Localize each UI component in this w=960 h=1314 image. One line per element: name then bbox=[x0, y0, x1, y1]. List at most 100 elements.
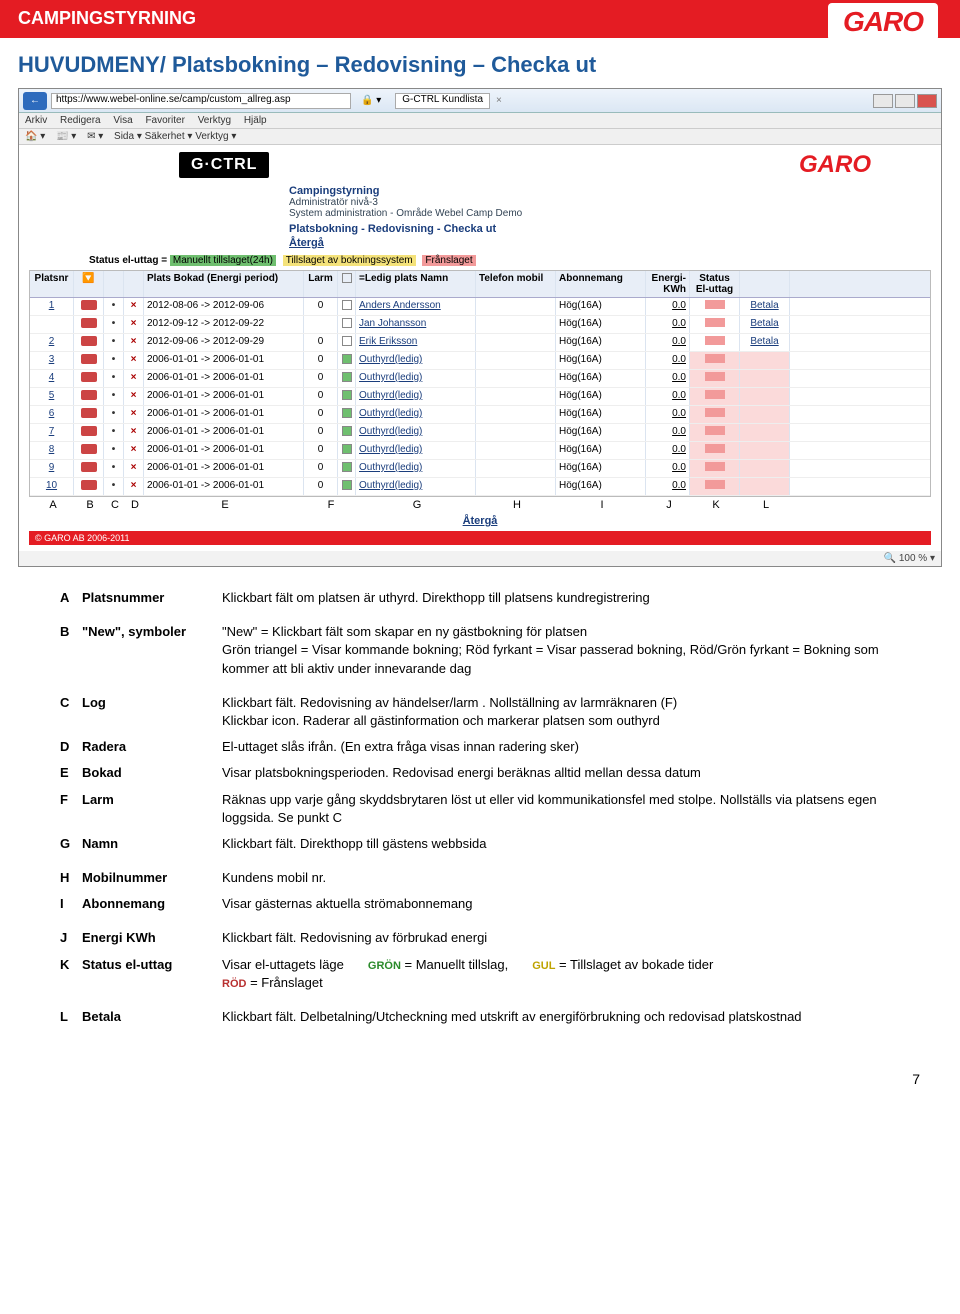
cell-larm[interactable]: 0 bbox=[304, 334, 338, 351]
cell-larm[interactable]: 0 bbox=[304, 424, 338, 441]
cell-kwh[interactable]: 0.0 bbox=[646, 442, 690, 459]
toolbar-text[interactable]: Sida ▾ Säkerhet ▾ Verktyg ▾ bbox=[114, 131, 236, 142]
cell-del[interactable]: × bbox=[124, 316, 144, 333]
cell-del[interactable]: × bbox=[124, 478, 144, 495]
cell-new[interactable] bbox=[74, 442, 104, 459]
feeds-icon[interactable]: 📰 ▾ bbox=[56, 131, 76, 142]
cell-plats[interactable]: 2 bbox=[30, 334, 74, 351]
cell-plats[interactable]: 7 bbox=[30, 424, 74, 441]
menu-hjalp[interactable]: Hjälp bbox=[244, 115, 267, 126]
col-new[interactable]: 🔽 bbox=[74, 271, 104, 297]
cell-new[interactable] bbox=[74, 406, 104, 423]
cell-log[interactable]: • bbox=[104, 334, 124, 351]
cell-plats[interactable]: 3 bbox=[30, 352, 74, 369]
cell-new[interactable] bbox=[74, 388, 104, 405]
cell-larm[interactable] bbox=[304, 316, 338, 333]
col-larm[interactable]: Larm bbox=[304, 271, 338, 297]
cell-namn[interactable]: Outhyrd(ledig) bbox=[356, 424, 476, 441]
mail-icon[interactable]: ✉ ▾ bbox=[87, 131, 103, 142]
cell-del[interactable]: × bbox=[124, 388, 144, 405]
cell-namn[interactable]: Outhyrd(ledig) bbox=[356, 478, 476, 495]
cell-log[interactable]: • bbox=[104, 298, 124, 315]
cell-larm[interactable]: 0 bbox=[304, 388, 338, 405]
cell-namn[interactable]: Outhyrd(ledig) bbox=[356, 388, 476, 405]
back-link[interactable]: Återgå bbox=[289, 237, 931, 249]
back-link-bottom[interactable]: Återgå bbox=[29, 511, 931, 531]
menu-redigera[interactable]: Redigera bbox=[60, 115, 101, 126]
cell-larm[interactable]: 0 bbox=[304, 478, 338, 495]
cell-plats[interactable]: 4 bbox=[30, 370, 74, 387]
cell-larm[interactable]: 0 bbox=[304, 406, 338, 423]
cell-plats[interactable]: 6 bbox=[30, 406, 74, 423]
menu-favoriter[interactable]: Favoriter bbox=[145, 115, 184, 126]
cell-namn[interactable]: Jan Johansson bbox=[356, 316, 476, 333]
cell-larm[interactable]: 0 bbox=[304, 352, 338, 369]
cell-new[interactable] bbox=[74, 478, 104, 495]
cell-kwh[interactable]: 0.0 bbox=[646, 424, 690, 441]
cell-kwh[interactable]: 0.0 bbox=[646, 388, 690, 405]
cell-new[interactable] bbox=[74, 352, 104, 369]
cell-del[interactable]: × bbox=[124, 334, 144, 351]
cell-del[interactable]: × bbox=[124, 442, 144, 459]
cell-namn[interactable]: Erik Eriksson bbox=[356, 334, 476, 351]
cell-log[interactable]: • bbox=[104, 460, 124, 477]
cell-kwh[interactable]: 0.0 bbox=[646, 298, 690, 315]
cell-plats[interactable]: 1 bbox=[30, 298, 74, 315]
minimize-button[interactable] bbox=[873, 94, 893, 108]
menu-visa[interactable]: Visa bbox=[113, 115, 132, 126]
cell-larm[interactable]: 0 bbox=[304, 460, 338, 477]
tab-close-icon[interactable]: × bbox=[490, 95, 508, 106]
cell-new[interactable] bbox=[74, 460, 104, 477]
cell-del[interactable]: × bbox=[124, 352, 144, 369]
cell-log[interactable]: • bbox=[104, 478, 124, 495]
cell-namn[interactable]: Outhyrd(ledig) bbox=[356, 442, 476, 459]
cell-log[interactable]: • bbox=[104, 316, 124, 333]
cell-kwh[interactable]: 0.0 bbox=[646, 316, 690, 333]
cell-larm[interactable]: 0 bbox=[304, 442, 338, 459]
back-button[interactable]: ← bbox=[23, 92, 47, 110]
cell-plats[interactable]: 8 bbox=[30, 442, 74, 459]
menu-verktyg[interactable]: Verktyg bbox=[198, 115, 231, 126]
cell-log[interactable]: • bbox=[104, 388, 124, 405]
cell-namn[interactable]: Outhyrd(ledig) bbox=[356, 460, 476, 477]
cell-betala[interactable]: Betala bbox=[740, 298, 790, 315]
address-bar[interactable]: https://www.webel-online.se/camp/custom_… bbox=[51, 93, 351, 109]
cell-larm[interactable]: 0 bbox=[304, 370, 338, 387]
cell-betala[interactable]: Betala bbox=[740, 334, 790, 351]
cell-del[interactable]: × bbox=[124, 298, 144, 315]
cell-new[interactable] bbox=[74, 316, 104, 333]
cell-new[interactable] bbox=[74, 424, 104, 441]
cell-kwh[interactable]: 0.0 bbox=[646, 406, 690, 423]
cell-del[interactable]: × bbox=[124, 424, 144, 441]
menu-arkiv[interactable]: Arkiv bbox=[25, 115, 47, 126]
cell-del[interactable]: × bbox=[124, 406, 144, 423]
cell-del[interactable]: × bbox=[124, 370, 144, 387]
cell-new[interactable] bbox=[74, 370, 104, 387]
cell-kwh[interactable]: 0.0 bbox=[646, 478, 690, 495]
cell-log[interactable]: • bbox=[104, 352, 124, 369]
cell-plats[interactable]: 5 bbox=[30, 388, 74, 405]
browser-zoom[interactable]: 🔍 100 % ▾ bbox=[19, 551, 941, 566]
cell-betala[interactable]: Betala bbox=[740, 316, 790, 333]
cell-namn[interactable]: Anders Andersson bbox=[356, 298, 476, 315]
cell-new[interactable] bbox=[74, 298, 104, 315]
browser-tab[interactable]: G-CTRL Kundlista bbox=[395, 93, 490, 109]
cell-plats[interactable] bbox=[30, 316, 74, 333]
cell-namn[interactable]: Outhyrd(ledig) bbox=[356, 370, 476, 387]
cell-del[interactable]: × bbox=[124, 460, 144, 477]
cell-log[interactable]: • bbox=[104, 442, 124, 459]
cell-kwh[interactable]: 0.0 bbox=[646, 352, 690, 369]
cell-log[interactable]: • bbox=[104, 424, 124, 441]
cell-namn[interactable]: Outhyrd(ledig) bbox=[356, 352, 476, 369]
cell-kwh[interactable]: 0.0 bbox=[646, 460, 690, 477]
maximize-button[interactable] bbox=[895, 94, 915, 108]
cell-kwh[interactable]: 0.0 bbox=[646, 370, 690, 387]
cell-namn[interactable]: Outhyrd(ledig) bbox=[356, 406, 476, 423]
cell-new[interactable] bbox=[74, 334, 104, 351]
cell-kwh[interactable]: 0.0 bbox=[646, 334, 690, 351]
cell-larm[interactable]: 0 bbox=[304, 298, 338, 315]
cell-plats[interactable]: 10 bbox=[30, 478, 74, 495]
close-button[interactable] bbox=[917, 94, 937, 108]
home-icon[interactable]: 🏠 ▾ bbox=[25, 131, 45, 142]
cell-log[interactable]: • bbox=[104, 370, 124, 387]
